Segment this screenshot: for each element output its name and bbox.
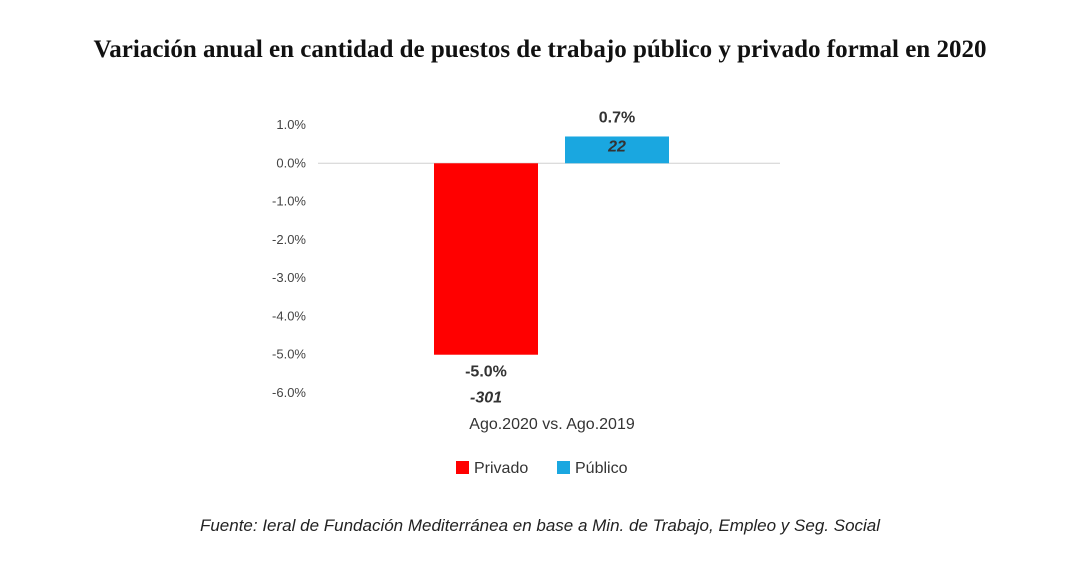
- y-tick-label: 1.0%: [276, 117, 306, 132]
- y-axis-ticks: 1.0% 0.0% -1.0% -2.0% -3.0% -4.0% -5.0% -6.0%: [272, 117, 306, 400]
- source-note: Fuente: Ieral de Fundación Mediterránea …: [199, 516, 881, 535]
- legend-label-privado: Privado: [474, 460, 528, 477]
- y-tick-label: -5.0%: [272, 347, 306, 362]
- y-tick-label: -4.0%: [272, 308, 306, 323]
- legend-swatch-privado: [456, 461, 469, 474]
- bar-público: [565, 136, 669, 164]
- data-label-value: -5.0%: [465, 364, 507, 381]
- x-category-label: Ago.2020 vs. Ago.2019: [469, 416, 635, 433]
- y-tick-label: -1.0%: [272, 194, 306, 209]
- bar-chart: 1.0% 0.0% -1.0% -2.0% -3.0% -4.0% -5.0% -6.0% -…: [272, 109, 780, 477]
- bar-privado: [434, 163, 538, 355]
- bars: -5.0% -301 0.7% 22: [434, 109, 669, 407]
- data-label-count: -301: [470, 390, 502, 407]
- data-label-count: 22: [607, 138, 626, 155]
- chart-title: Variación anual en cantidad de puestos d…: [93, 36, 987, 63]
- y-tick-label: -2.0%: [272, 232, 306, 247]
- data-label-value: 0.7%: [599, 109, 635, 126]
- legend-label-público: Público: [575, 460, 628, 477]
- y-tick-label: -3.0%: [272, 270, 306, 285]
- legend: Privado Público: [456, 460, 628, 477]
- legend-swatch-público: [557, 461, 570, 474]
- y-tick-label: 0.0%: [276, 155, 306, 170]
- y-tick-label: -6.0%: [272, 385, 306, 400]
